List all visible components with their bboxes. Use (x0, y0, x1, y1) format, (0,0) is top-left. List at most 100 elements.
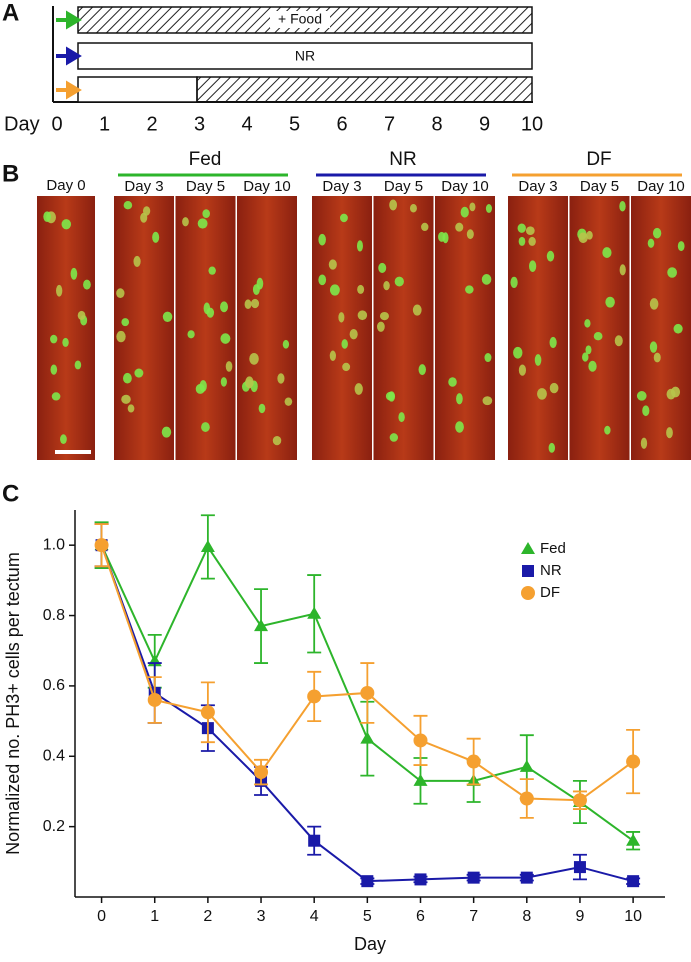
cell (546, 250, 555, 262)
cell (421, 222, 429, 232)
image-label: Day 3 (322, 178, 361, 195)
image-label: Day 5 (186, 178, 225, 195)
cell (481, 274, 492, 285)
cell (602, 247, 612, 258)
cell (225, 361, 233, 372)
marker (413, 773, 428, 786)
bar-label: NR (295, 48, 315, 64)
cell (195, 383, 205, 394)
cell (456, 393, 463, 405)
cell (377, 321, 385, 332)
cell (455, 421, 464, 433)
timeline-tick-label: 0 (51, 113, 62, 135)
cell (318, 233, 326, 246)
marker (254, 765, 269, 780)
cell (518, 364, 527, 376)
cell (62, 337, 69, 347)
micrograph (37, 196, 95, 460)
cell (251, 298, 260, 309)
marker (413, 733, 428, 748)
cell (666, 388, 676, 400)
cell (349, 328, 358, 340)
timeline-ticks: 0 1 2 3 4 5 6 7 8 9 10 (51, 113, 543, 135)
cell (537, 388, 547, 400)
cell (460, 206, 469, 218)
x-tick-label: 9 (576, 908, 585, 925)
x-tick-label: 7 (469, 908, 478, 925)
cell (619, 200, 626, 212)
cell (614, 335, 623, 347)
micrograph (114, 196, 174, 460)
x-tick-label: 1 (150, 908, 159, 925)
image-label: Day 5 (384, 178, 423, 195)
cell (484, 353, 492, 363)
image-label: Day 5 (580, 178, 619, 195)
cell (582, 352, 589, 362)
marker (254, 619, 269, 632)
cell (116, 330, 126, 343)
cell (549, 336, 557, 349)
cell (578, 232, 588, 244)
legend-marker (521, 586, 535, 600)
cell (182, 217, 189, 227)
cell (83, 279, 91, 290)
marker (626, 754, 641, 769)
cell (593, 332, 603, 341)
marker (200, 539, 215, 552)
cell (389, 433, 399, 442)
image-label: Day 3 (124, 178, 163, 195)
image-label: Day 10 (637, 178, 685, 195)
cell (356, 240, 363, 252)
bar-label: + Food (278, 11, 322, 27)
cell (418, 364, 426, 376)
cell (640, 437, 648, 449)
x-tick-label: 6 (416, 908, 425, 925)
marker (572, 793, 587, 808)
y-tick-label: 0.2 (43, 818, 65, 835)
y-axis-label: Normalized no. PH3+ cells per tectum (3, 552, 23, 855)
cell (161, 426, 172, 438)
timeline-tick-label: 8 (431, 113, 442, 135)
x-tick-label: 10 (624, 908, 642, 925)
df-bar-starved (77, 76, 198, 103)
timeline-tick-label: 1 (99, 113, 110, 135)
cell (586, 230, 593, 240)
timeline-tick-label: 5 (289, 113, 300, 135)
cell (51, 392, 61, 401)
marker (467, 871, 480, 884)
legend-label: DF (540, 584, 560, 601)
panel-label: A (2, 0, 19, 26)
cell (518, 236, 526, 246)
cell (201, 422, 210, 432)
cell (357, 284, 365, 294)
y-tick-label: 0.6 (43, 677, 65, 694)
cell (152, 231, 160, 243)
cell (466, 229, 474, 240)
micrograph (237, 196, 297, 460)
cell (116, 288, 125, 299)
cell (220, 301, 229, 313)
cell (513, 346, 523, 359)
marker (360, 685, 375, 700)
cell (74, 360, 82, 370)
marker (308, 834, 321, 847)
group-label: DF (586, 149, 611, 170)
arrow (56, 46, 82, 66)
micrograph (175, 196, 236, 460)
cell (127, 404, 135, 413)
timeline-tick-label: 4 (241, 113, 252, 135)
image-label: Day 10 (441, 178, 489, 195)
marker (361, 875, 374, 888)
cell (70, 267, 78, 280)
y-tick-label: 0.8 (43, 607, 65, 624)
x-tick-label: 8 (522, 908, 531, 925)
x-tick-label: 4 (310, 908, 319, 925)
y-tick-label: 0.4 (43, 747, 65, 764)
cell (208, 266, 216, 275)
image-label: Day 10 (243, 178, 291, 195)
cell (448, 377, 457, 387)
cell (385, 391, 395, 401)
cell (249, 352, 259, 365)
x-tick-label: 0 (97, 908, 106, 925)
